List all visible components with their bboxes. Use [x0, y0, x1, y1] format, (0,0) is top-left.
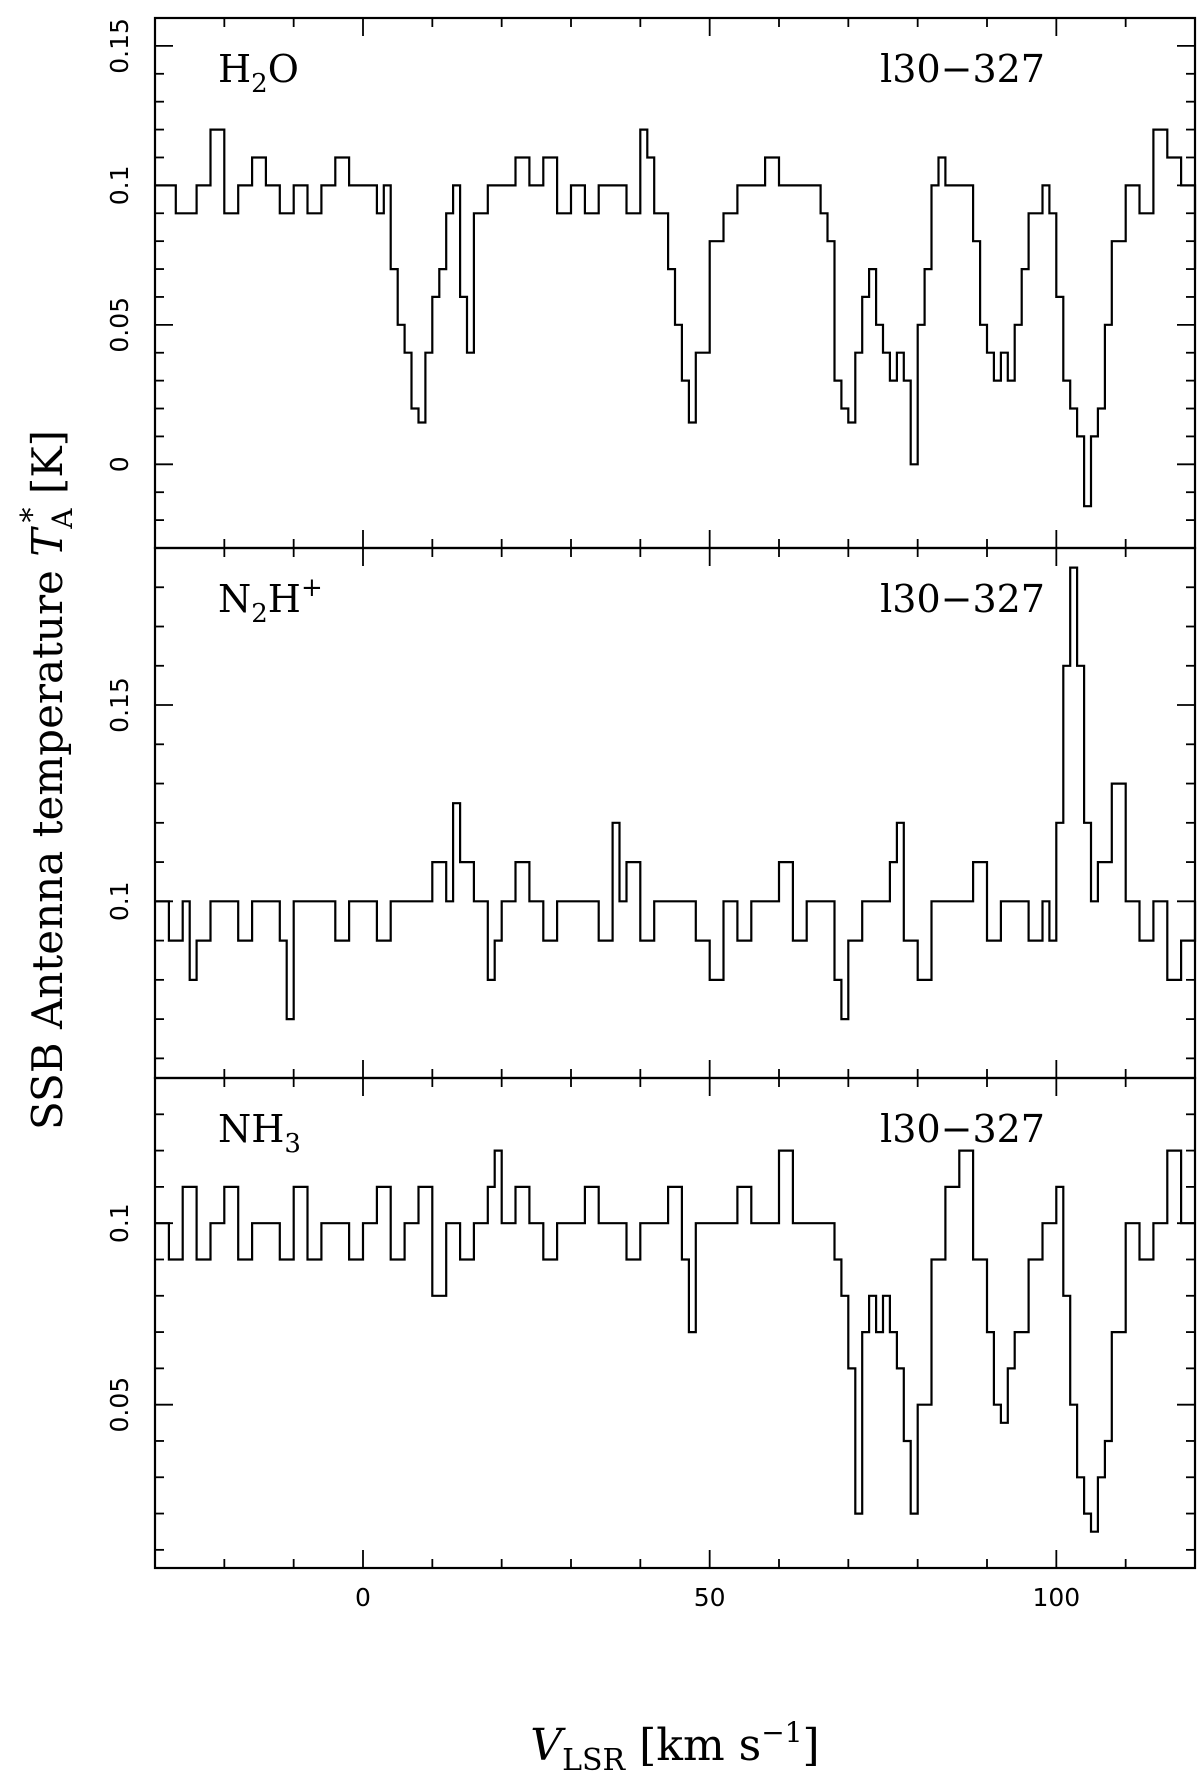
n2h-spectrum-line	[155, 566, 1197, 1021]
n2h-species-label: N2H+	[218, 573, 323, 629]
panel-nh3-y-tick-labels: 0.05 0.1	[105, 1203, 134, 1432]
y-tick-label: 0.15	[105, 677, 134, 733]
x-tick-label: 50	[694, 1583, 726, 1612]
panel-h2o-y-tick-labels: 0 0.05 0.1 0.15	[105, 18, 134, 472]
x-tick-label: 0	[355, 1583, 371, 1612]
panel-n2h: 0.1 0.15 N2H+ l30−327	[105, 546, 1197, 1080]
y-tick-label: 0.1	[105, 166, 134, 206]
y-tick-label: 0.05	[105, 1377, 134, 1433]
h2o-spectrum-line	[155, 128, 1197, 508]
x-axis-label: VLSR [km s−1]	[530, 1716, 819, 1778]
nh3-source-label: l30−327	[880, 1107, 1045, 1151]
nh3-spectrum-line	[155, 1149, 1195, 1533]
panel-h2o: 0 0.05 0.1 0.15 H2O l30−327	[105, 16, 1197, 550]
nh3-species-label: NH3	[218, 1107, 301, 1159]
y-axis-label: SSB Antenna temperature TA* [K]	[15, 430, 79, 1130]
x-tick-labels: 0 50 100	[355, 1583, 1080, 1612]
h2o-species-label: H2O	[218, 47, 299, 99]
panel-n2h-ticks	[154, 547, 1196, 1078]
panel-n2h-frame	[153, 546, 1197, 1080]
x-tick-label: 100	[1032, 1583, 1080, 1612]
y-tick-label: 0	[105, 456, 134, 472]
panel-nh3-frame	[153, 1076, 1197, 1570]
y-tick-label: 0.15	[105, 18, 134, 74]
panel-nh3: 0.05 0.1 NH3 l30−327	[105, 1076, 1197, 1570]
y-tick-label: 0.05	[105, 297, 134, 353]
y-tick-label: 0.1	[105, 881, 134, 921]
panel-n2h-y-tick-labels: 0.1 0.15	[105, 677, 134, 921]
n2h-source-label: l30−327	[880, 577, 1045, 621]
panel-nh3-ticks	[154, 1077, 1196, 1568]
h2o-source-label: l30−327	[880, 47, 1045, 91]
y-tick-label: 0.1	[105, 1203, 134, 1243]
